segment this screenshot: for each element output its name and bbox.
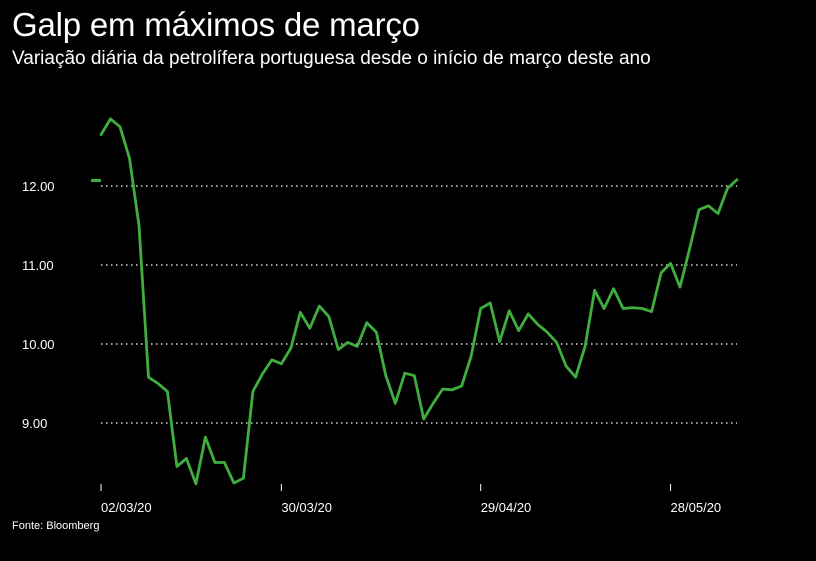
data-point — [308, 327, 312, 330]
data-point — [261, 372, 264, 376]
data-point — [280, 362, 283, 365]
data-point — [659, 271, 663, 275]
data-point — [422, 417, 425, 421]
data-point — [356, 345, 359, 348]
x-tick-label: 30/03/20 — [281, 500, 332, 515]
data-point — [413, 374, 416, 377]
data-point — [555, 341, 558, 344]
data-point — [612, 287, 615, 290]
data-point — [526, 312, 530, 316]
data-point — [299, 311, 302, 314]
data-point — [564, 364, 568, 368]
data-point — [460, 384, 463, 388]
data-point — [118, 125, 122, 128]
chart-subtitle: Variação diária da petrolífera portugues… — [12, 48, 651, 69]
data-point — [327, 315, 331, 318]
data-point — [498, 340, 501, 343]
x-tick-label: 02/03/20 — [101, 500, 152, 515]
y-tick-label: 12.00 — [22, 179, 55, 194]
data-point — [232, 481, 236, 485]
data-point — [384, 374, 387, 377]
series-layer — [91, 117, 739, 486]
data-point — [707, 204, 710, 207]
data-point — [479, 307, 482, 310]
data-point — [128, 157, 131, 160]
data-point — [517, 329, 520, 332]
data-point — [137, 224, 141, 227]
data-point — [394, 402, 397, 405]
data-point — [470, 354, 473, 358]
data-point — [432, 402, 435, 405]
data-point — [697, 208, 701, 211]
data-point — [375, 330, 378, 334]
data-point — [365, 321, 368, 324]
x-axis — [100, 484, 672, 491]
data-point — [194, 482, 198, 486]
y-tick-label: 10.00 — [22, 337, 55, 352]
data-point — [318, 304, 321, 308]
data-point — [688, 248, 691, 251]
tick-labels: 12.00 11.00 10.00 9.00 02/03/20 30/03/20 29/04… — [22, 179, 721, 515]
data-point — [185, 457, 188, 460]
data-point — [166, 390, 169, 393]
y-tick-label: 9.00 — [22, 416, 47, 431]
data-point — [156, 382, 160, 385]
data-point — [223, 461, 226, 464]
data-point — [716, 212, 720, 215]
data-point — [507, 309, 511, 313]
data-point — [242, 477, 245, 480]
source-note: Fonte: Bloomberg — [12, 520, 100, 532]
data-point — [488, 301, 492, 305]
data-point — [640, 307, 644, 310]
data-point — [175, 465, 179, 468]
series-line — [99, 117, 739, 486]
data-point — [726, 187, 729, 190]
data-point — [251, 390, 255, 393]
data-point — [403, 372, 406, 375]
data-point — [270, 358, 274, 361]
x-tick-label: 28/05/20 — [671, 500, 722, 515]
data-point — [593, 289, 596, 292]
x-tick-label: 29/04/20 — [481, 500, 532, 515]
data-point — [678, 285, 682, 289]
data-point — [109, 117, 112, 121]
data-point — [346, 341, 350, 344]
data-point — [735, 178, 739, 181]
y-tick-label: 11.00 — [22, 258, 54, 273]
data-point — [621, 307, 625, 310]
gridlines — [101, 185, 737, 424]
data-point — [602, 307, 606, 310]
data-point — [545, 330, 549, 334]
data-point — [213, 461, 217, 464]
data-point — [536, 323, 539, 326]
data-point — [147, 375, 150, 379]
data-point — [650, 310, 653, 313]
data-point — [574, 375, 577, 379]
data-point — [337, 348, 340, 351]
data-point — [289, 346, 293, 350]
chart-title: Galp em máximos de março — [12, 6, 420, 43]
data-point — [99, 133, 103, 136]
data-point — [204, 436, 207, 439]
data-point — [631, 306, 634, 309]
data-point — [451, 388, 454, 392]
data-point — [441, 387, 444, 391]
data-point — [583, 345, 587, 348]
data-point — [669, 262, 672, 265]
